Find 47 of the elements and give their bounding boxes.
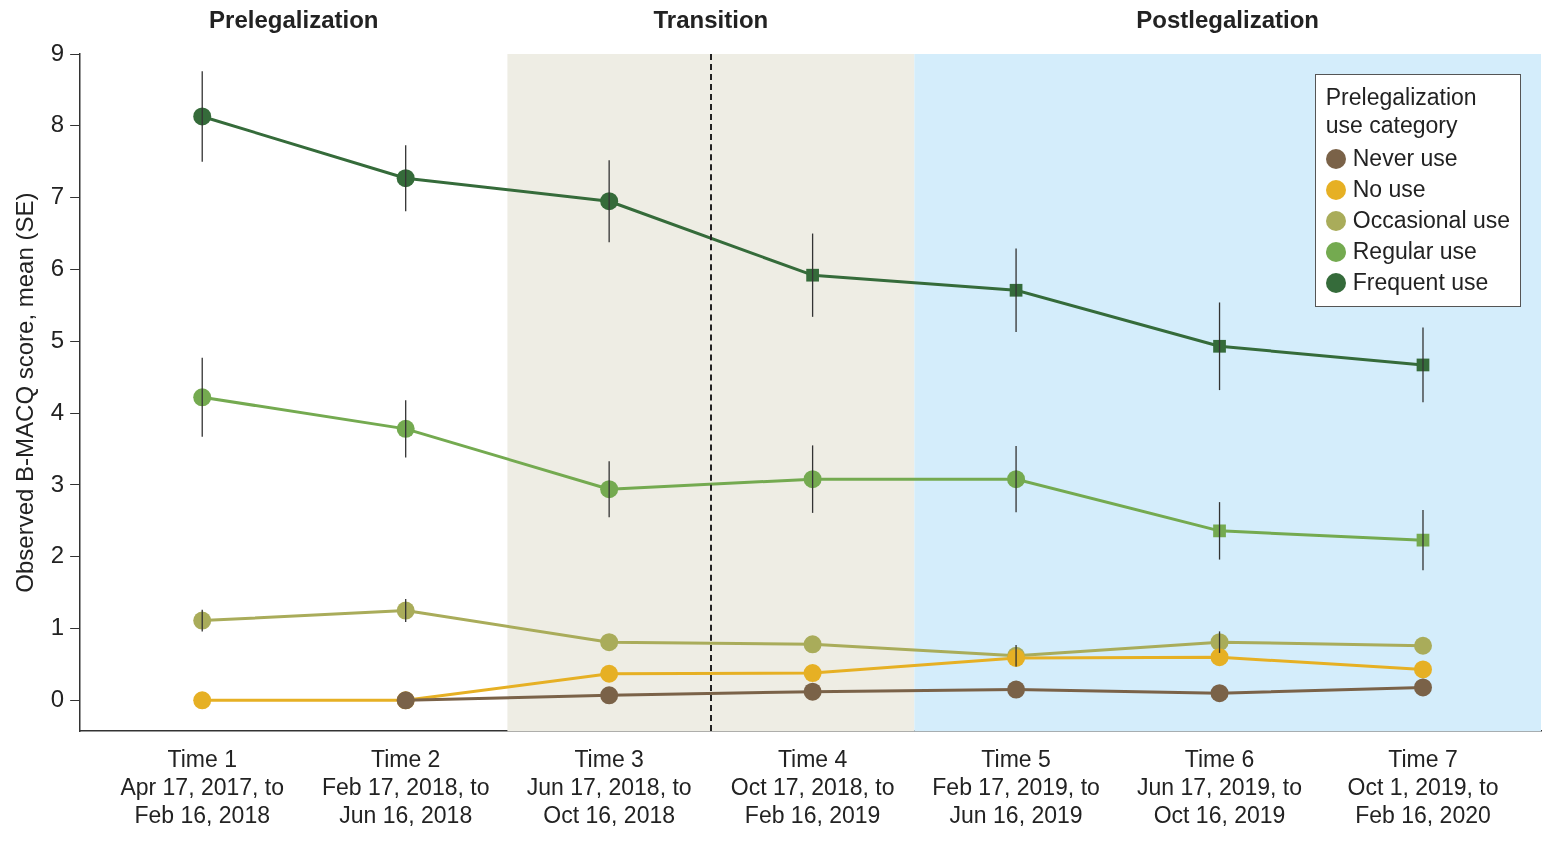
point (803, 664, 822, 683)
point (803, 470, 822, 489)
legend-label: Never use (1352, 144, 1458, 173)
y-tick-label: 1 (50, 613, 65, 641)
y-tick-label: 2 (50, 541, 65, 569)
legend-label: No use (1352, 175, 1426, 204)
y-tick-label: 7 (50, 182, 65, 210)
point (193, 691, 212, 710)
point (193, 388, 212, 407)
x-tick-label: Time 4 Oct 17, 2018, to Feb 16, 2019 (730, 746, 895, 828)
x-tick-label: Time 2 Feb 17, 2018, to Jun 16, 2018 (321, 746, 490, 828)
legend-label: Occasional use (1352, 206, 1510, 235)
point (396, 419, 415, 438)
y-tick-label: 9 (50, 38, 65, 66)
y-tick-label: 6 (50, 254, 65, 282)
point (803, 682, 822, 701)
y-tick-label: 0 (50, 684, 65, 712)
x-tick-label: Time 6 Jun 17, 2019, to Oct 16, 2019 (1137, 746, 1303, 828)
y-tick-label: 3 (50, 469, 65, 497)
point (803, 635, 822, 654)
point (1213, 339, 1226, 353)
point (806, 268, 819, 282)
y-axis-title: Observed B-MACQ score, mean (SE) (11, 192, 39, 593)
legend-title: Prelegalization use category (1325, 83, 1478, 139)
point (600, 633, 619, 652)
y-tick-label: 4 (50, 397, 65, 425)
point (1413, 636, 1432, 655)
legend-label: Regular use (1352, 237, 1477, 266)
point (193, 611, 212, 630)
legend-label: Frequent use (1352, 268, 1489, 297)
band-label: Transition (653, 5, 769, 33)
point (1210, 648, 1229, 667)
point (1413, 660, 1432, 679)
point (396, 601, 415, 620)
text: Prelegalization (209, 5, 379, 33)
point (1210, 684, 1229, 703)
x-tick-label: Time 5 Feb 17, 2019, to Jun 16, 2019 (932, 746, 1100, 828)
x-tick-label: Time 7 Oct 1, 2019, to Feb 16, 2020 (1347, 746, 1499, 828)
y-tick-label: 8 (50, 110, 65, 138)
point (1007, 680, 1026, 699)
point (600, 686, 619, 705)
x-tick-label: Time 3 Jun 17, 2018, to Oct 16, 2018 (526, 746, 692, 828)
band-label: Postlegalization (1136, 5, 1320, 33)
point (600, 664, 619, 683)
x-tick-label: Time 1 Apr 17, 2017, to Feb 16, 2018 (120, 746, 285, 828)
y-tick-label: 5 (50, 325, 65, 353)
point (1413, 678, 1432, 697)
